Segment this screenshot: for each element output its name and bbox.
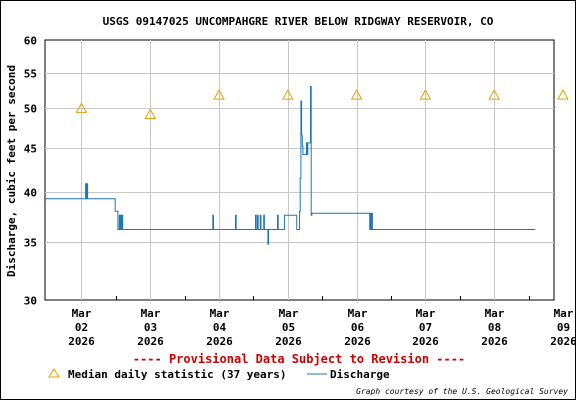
legend-median-label: Median daily statistic (37 years) xyxy=(68,368,287,381)
x-tick-day: 07 xyxy=(419,321,432,334)
x-tick-day: 09 xyxy=(557,321,570,334)
x-tick-year: 2026 xyxy=(344,335,371,348)
x-tick-year: 2026 xyxy=(550,335,575,348)
median-marker xyxy=(488,89,501,100)
median-marker xyxy=(281,89,294,100)
x-tick-month: Mar xyxy=(210,307,230,320)
y-tick-label: 50 xyxy=(24,103,37,116)
x-tick-month: Mar xyxy=(485,307,505,320)
x-tick-year: 2026 xyxy=(206,335,233,348)
provisional-note: ---- Provisional Data Subject to Revisio… xyxy=(133,352,465,366)
x-tick-year: 2026 xyxy=(412,335,439,348)
grid-lines xyxy=(45,40,554,300)
x-tick-year: 2026 xyxy=(137,335,164,348)
x-tick-year: 2026 xyxy=(275,335,302,348)
y-tick-label: 45 xyxy=(24,143,37,156)
x-tick-day: 03 xyxy=(144,321,157,334)
y-tick-label: 40 xyxy=(24,187,37,200)
median-markers xyxy=(75,89,569,119)
y-tick-label: 60 xyxy=(24,35,37,48)
x-tick-month: Mar xyxy=(279,307,299,320)
x-tick-day: 02 xyxy=(75,321,88,334)
x-tick-month: Mar xyxy=(416,307,436,320)
x-tick-month: Mar xyxy=(348,307,368,320)
x-tick-month: Mar xyxy=(554,307,574,320)
median-marker xyxy=(75,102,88,113)
y-tick-labels: 30 35 40 45 50 55 60 xyxy=(24,35,37,308)
median-marker xyxy=(419,89,432,100)
x-tick-year: 2026 xyxy=(481,335,508,348)
legend-discharge-label: Discharge xyxy=(330,368,390,381)
x-tick-month: Mar xyxy=(141,307,161,320)
chart-title: USGS 09147025 UNCOMPAHGRE RIVER BELOW RI… xyxy=(103,15,494,28)
y-tick-label: 35 xyxy=(24,237,37,250)
median-marker xyxy=(144,108,157,119)
median-marker xyxy=(213,89,225,100)
x-tick-month: Mar xyxy=(72,307,92,320)
x-tick-day: 06 xyxy=(351,321,365,334)
x-tick-day: 08 xyxy=(488,321,501,334)
legend: Median daily statistic (37 years) Discha… xyxy=(48,368,390,381)
median-marker xyxy=(557,89,569,100)
discharge-series-line xyxy=(45,86,536,245)
credit-text: Graph courtesy of the U.S. Geological Su… xyxy=(356,387,568,396)
y-tick-label: 30 xyxy=(24,295,37,308)
x-tick-labels: Mar022026Mar032026Mar042026Mar052026Mar0… xyxy=(68,307,575,348)
plot-area xyxy=(44,39,555,301)
y-axis-label: Discharge, cubic feet per second xyxy=(5,65,18,277)
legend-triangle-icon xyxy=(48,368,60,378)
x-tick-day: 04 xyxy=(213,321,227,334)
median-marker xyxy=(350,89,363,100)
y-tick-label: 55 xyxy=(24,68,37,81)
x-tick-year: 2026 xyxy=(68,335,95,348)
x-tick-day: 05 xyxy=(282,321,295,334)
